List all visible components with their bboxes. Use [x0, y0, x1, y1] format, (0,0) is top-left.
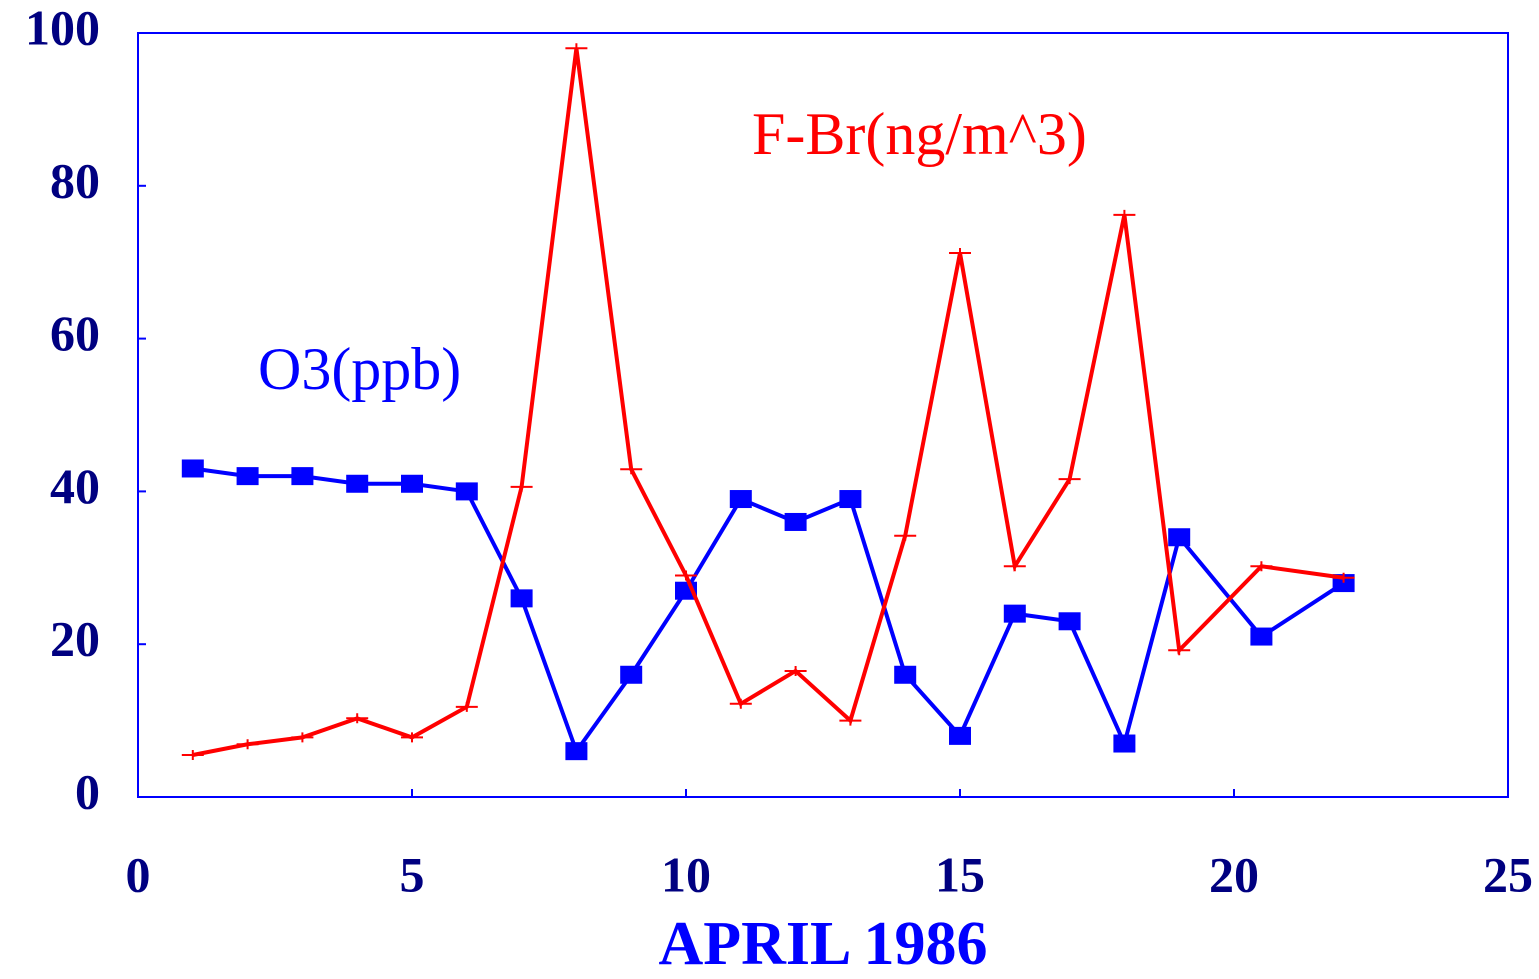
point-marker [729, 698, 752, 709]
point-marker [675, 570, 697, 581]
x-tick-label: 10 [661, 846, 711, 902]
point-marker [729, 490, 752, 509]
point-marker [620, 464, 643, 475]
point-marker [565, 43, 588, 54]
point-marker [1058, 612, 1081, 631]
point-marker [1113, 209, 1136, 220]
x-tick-label: 25 [1483, 846, 1533, 902]
point-marker [455, 482, 478, 501]
x-tick-label: 20 [1209, 846, 1259, 902]
point-marker [401, 474, 423, 493]
point-marker [346, 713, 369, 724]
point-marker [1250, 561, 1273, 572]
point-marker [1113, 734, 1136, 753]
y-tick-label: 40 [50, 458, 100, 514]
point-marker [1168, 645, 1191, 656]
point-marker [1003, 604, 1026, 623]
x-tick-label: 0 [126, 846, 151, 902]
point-marker [401, 732, 423, 743]
point-marker [839, 715, 862, 726]
point-marker [510, 481, 533, 492]
point-marker [949, 726, 971, 745]
series-label: F-Br(ng/m^3) [752, 101, 1087, 167]
y-tick-label: 0 [75, 763, 100, 819]
point-marker [455, 701, 478, 712]
y-tick-label: 20 [50, 611, 100, 667]
y-tick-label: 80 [50, 152, 100, 208]
y-tick-label: 60 [50, 305, 100, 361]
point-marker [784, 665, 807, 676]
point-marker [1058, 474, 1081, 485]
x-axis-title: APRIL 1986 [659, 910, 988, 978]
point-marker [949, 248, 971, 259]
point-marker [565, 742, 588, 761]
point-marker [291, 467, 314, 486]
point-marker [620, 665, 643, 684]
point-marker [894, 530, 917, 541]
point-marker [181, 459, 204, 478]
point-marker [510, 589, 533, 608]
point-marker [1250, 627, 1273, 646]
y-tick-label: 100 [25, 0, 100, 55]
point-marker [236, 739, 259, 750]
x-tick-label: 5 [400, 846, 425, 902]
point-marker [1003, 561, 1026, 572]
point-marker [1168, 528, 1191, 547]
point-marker [894, 665, 917, 684]
point-marker [236, 467, 259, 486]
plot-frame [137, 32, 1509, 798]
x-tick-label: 15 [935, 846, 985, 902]
series-label: O3(ppb) [258, 336, 461, 402]
point-marker [1332, 572, 1355, 583]
point-marker [181, 749, 204, 760]
series-line [192, 466, 1345, 756]
point-marker [291, 732, 314, 743]
point-marker [784, 512, 807, 531]
point-marker [346, 474, 369, 493]
point-marker [839, 490, 862, 509]
